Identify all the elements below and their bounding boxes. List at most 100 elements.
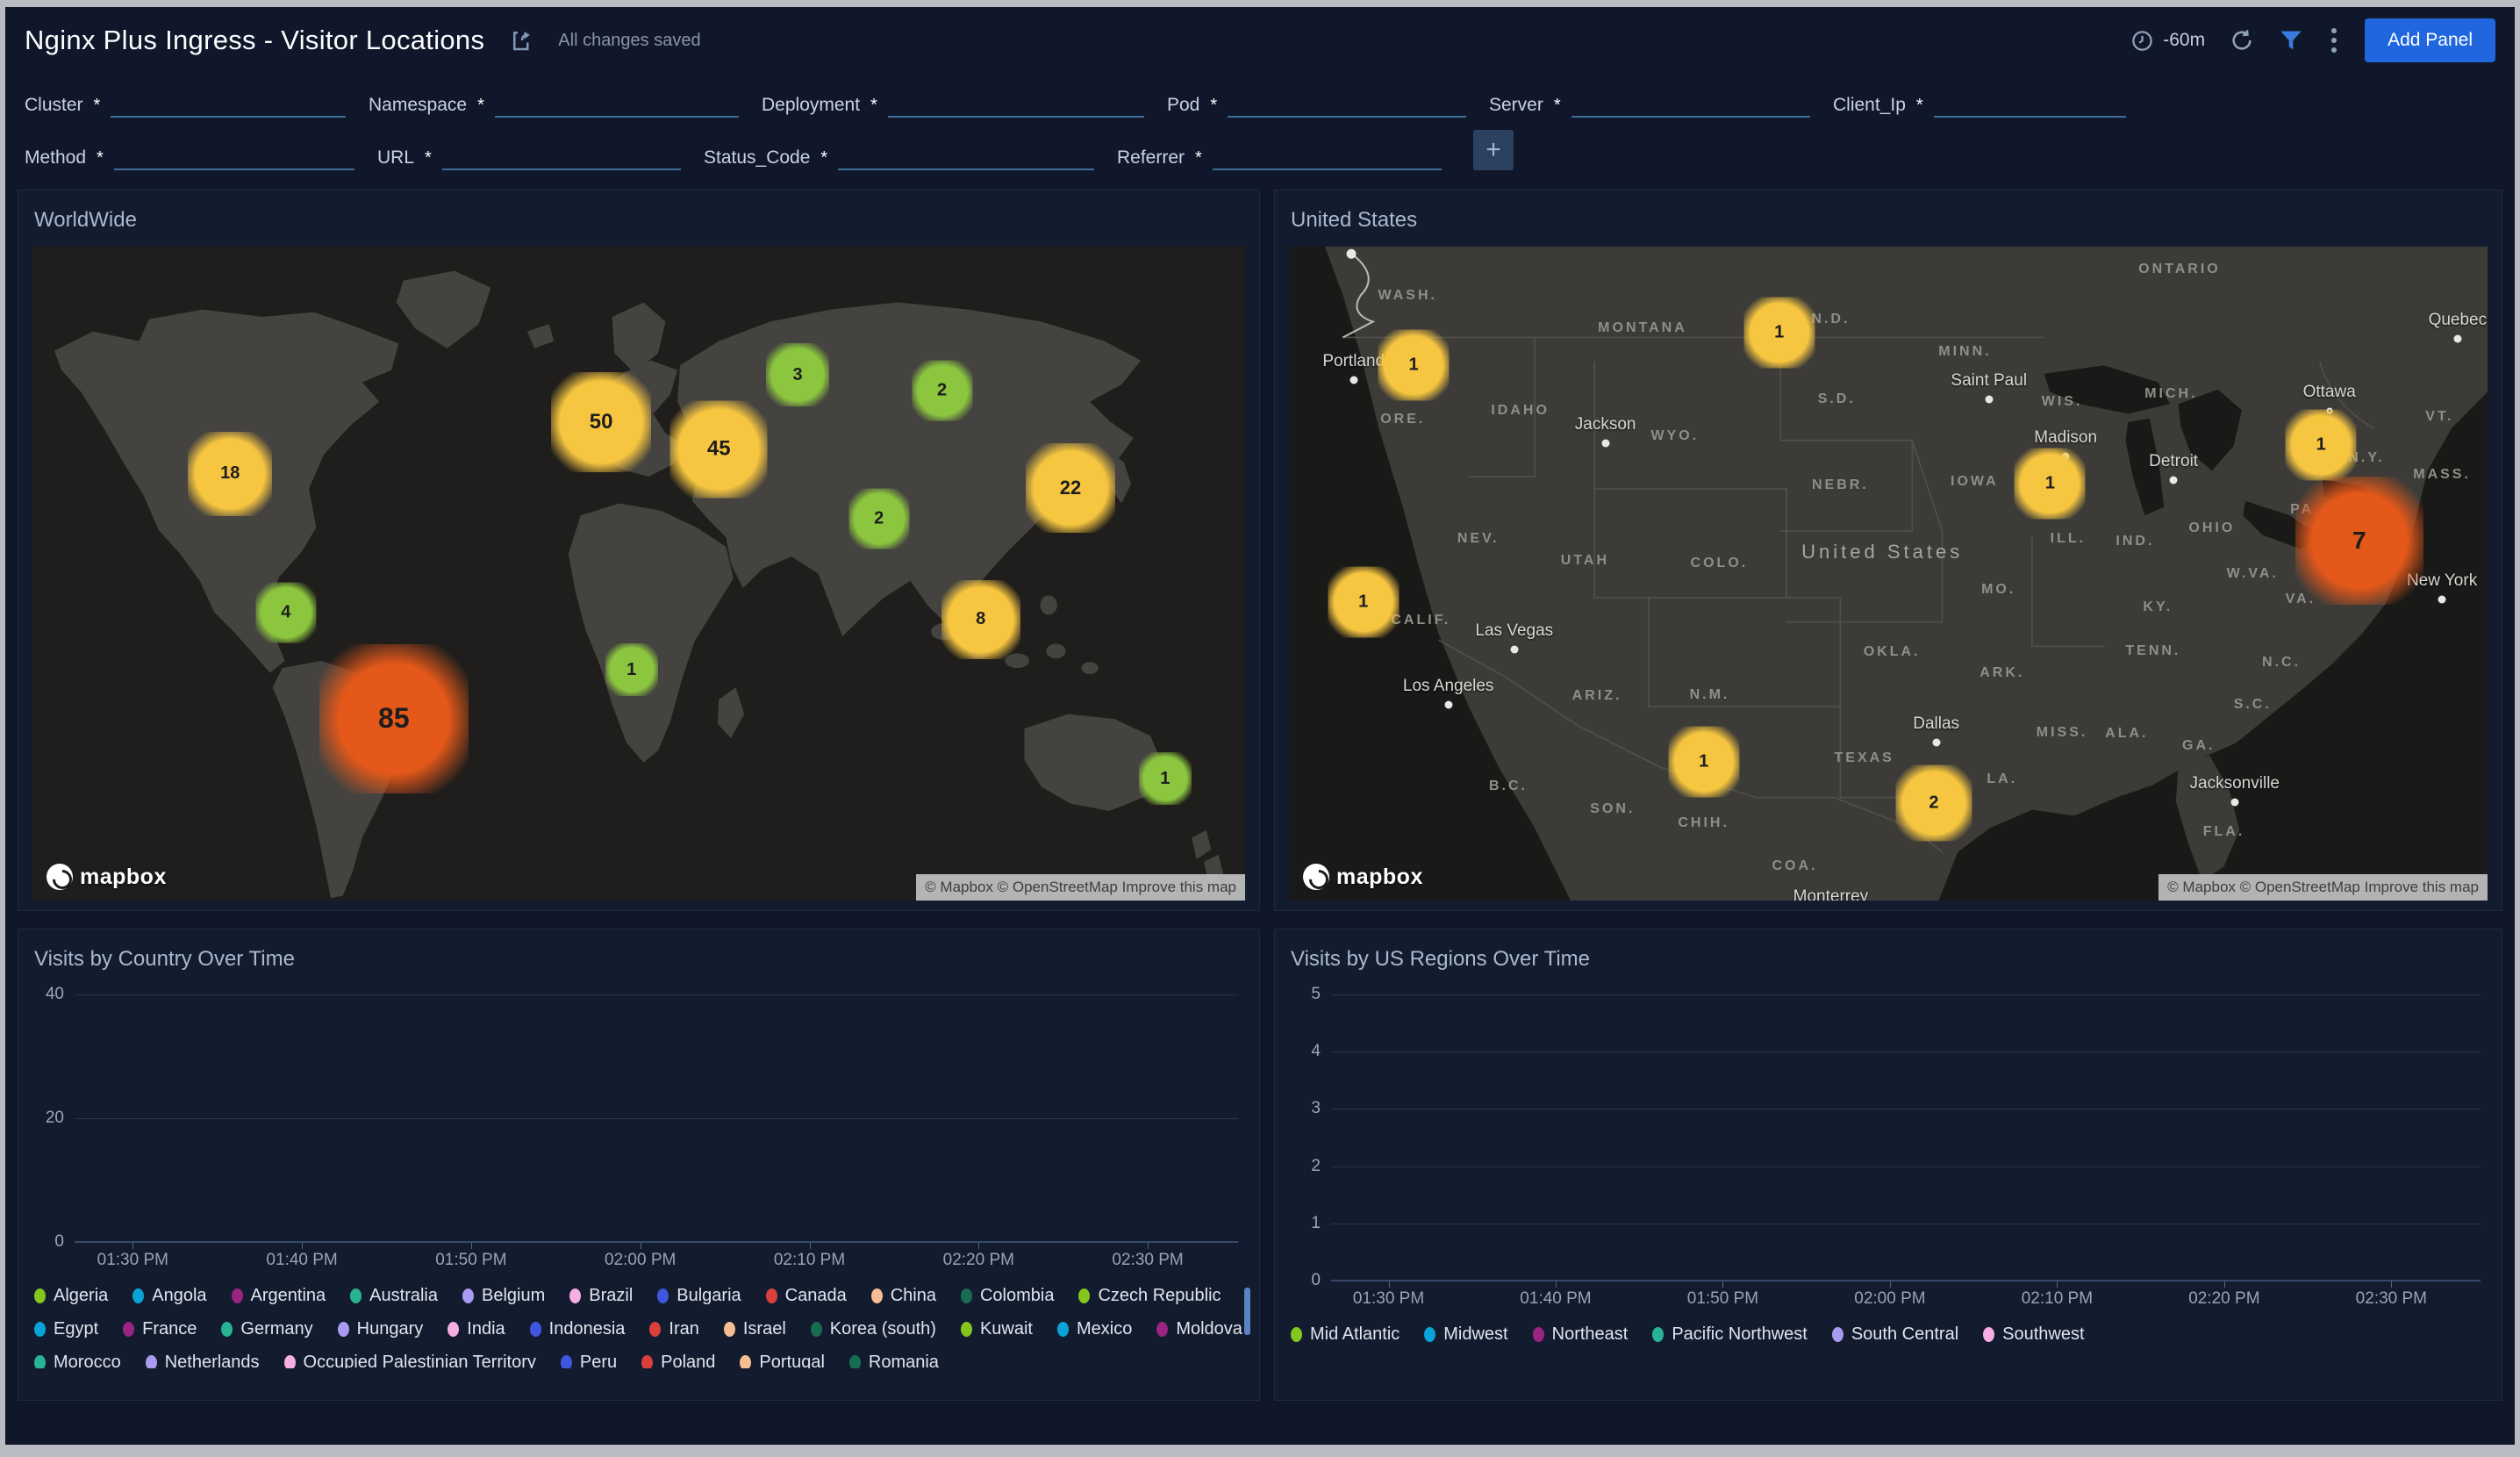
world-map-bubble[interactable]: 85 xyxy=(319,643,469,793)
required-marker: * xyxy=(425,148,432,168)
legend-item[interactable]: Mexico xyxy=(1056,1319,1132,1339)
us-state-label: WIS. xyxy=(2041,393,2083,409)
filter-input-method[interactable] xyxy=(113,142,354,170)
legend-item[interactable]: Mid Atlantic xyxy=(1291,1324,1400,1345)
legend-item[interactable]: Brazil xyxy=(569,1286,633,1306)
x-tick-label: 01:50 PM xyxy=(1686,1289,1759,1308)
world-map-bubble[interactable]: 45 xyxy=(669,400,768,499)
x-tick-label: 02:10 PM xyxy=(2021,1289,2094,1308)
mapbox-logo[interactable]: mapbox xyxy=(47,864,167,890)
legend-item[interactable]: Korea (south) xyxy=(810,1319,936,1339)
world-map-bubble[interactable]: 2 xyxy=(912,360,972,421)
world-map-bubble[interactable]: 1 xyxy=(1138,752,1192,806)
legend-dot xyxy=(649,1322,662,1337)
legend-item[interactable]: Iran xyxy=(649,1319,699,1339)
filter-input-url[interactable] xyxy=(441,142,681,170)
time-range-control[interactable]: -60m xyxy=(2130,29,2205,53)
us-state-label: B.C. xyxy=(1488,779,1528,794)
world-map-bubble[interactable]: 1 xyxy=(605,643,658,696)
legend-item[interactable]: Czech Republic xyxy=(1078,1286,1221,1306)
filter-row-2: Method * URL * Status_Code * Referrer * + xyxy=(25,128,2495,170)
legend-item[interactable]: Morocco xyxy=(34,1353,121,1368)
legend-scrollbar[interactable] xyxy=(1244,1288,1250,1335)
add-filter-button[interactable]: + xyxy=(1473,130,1514,170)
filter-input-deployment[interactable] xyxy=(887,90,1144,118)
mapbox-logo[interactable]: mapbox xyxy=(1303,864,1423,890)
legend-item[interactable]: Occupied Palestinian Territory xyxy=(283,1353,536,1368)
legend-item[interactable]: Canada xyxy=(765,1286,847,1306)
us-map-bubble[interactable]: 7 xyxy=(2294,476,2423,605)
legend-item[interactable]: South Central xyxy=(1831,1324,1958,1345)
filter-input-namespace[interactable] xyxy=(494,90,739,118)
legend-item[interactable]: Belgium xyxy=(462,1286,545,1306)
filter-input-pod[interactable] xyxy=(1228,90,1466,118)
legend-item[interactable]: Hungary xyxy=(337,1319,423,1339)
filter-input-server[interactable] xyxy=(1571,90,1810,118)
world-map-bubble[interactable]: 50 xyxy=(551,371,652,472)
us-map-bubble[interactable]: 1 xyxy=(1328,566,1400,638)
world-map-bubble[interactable]: 4 xyxy=(255,582,317,643)
legend-dot xyxy=(1831,1327,1843,1342)
us-map-bubble[interactable]: 1 xyxy=(2285,409,2357,481)
us-city-dot xyxy=(2438,595,2446,604)
legend-item[interactable]: Midwest xyxy=(1424,1324,1508,1345)
legend-label: Occupied Palestinian Territory xyxy=(303,1353,536,1368)
legend-item[interactable]: Portugal xyxy=(740,1353,825,1368)
world-map-bubble[interactable]: 2 xyxy=(848,488,910,549)
world-map-bubble[interactable]: 8 xyxy=(941,579,1020,659)
legend-item[interactable]: Bulgaria xyxy=(657,1286,741,1306)
legend-item[interactable]: Germany xyxy=(221,1319,313,1339)
us-map-bubble[interactable]: 1 xyxy=(2014,448,2086,520)
legend-item[interactable]: France xyxy=(123,1319,197,1339)
us-map[interactable]: mapbox © Mapbox © OpenStreetMap Improve … xyxy=(1289,247,2488,901)
us-city-label: Ottawa xyxy=(2302,383,2356,402)
legend-dot xyxy=(283,1355,296,1368)
legend-item[interactable]: Colombia xyxy=(960,1286,1054,1306)
us-map-bubble[interactable]: 1 xyxy=(1743,297,1815,369)
us-map-bubble[interactable]: 1 xyxy=(1378,329,1450,401)
map-attribution[interactable]: © Mapbox © OpenStreetMap Improve this ma… xyxy=(916,874,1245,901)
legend-item[interactable]: Egypt xyxy=(34,1319,98,1339)
legend-item[interactable]: Pacific Northwest xyxy=(1652,1324,1808,1345)
legend-item[interactable]: Algeria xyxy=(34,1286,108,1306)
legend-item[interactable]: Kuwait xyxy=(960,1319,1033,1339)
legend-item[interactable]: Southwest xyxy=(1983,1324,2085,1345)
legend-item[interactable]: India xyxy=(447,1319,505,1339)
filter-icon[interactable] xyxy=(2279,29,2303,52)
world-map-bubble[interactable]: 3 xyxy=(766,343,830,407)
panel-worldwide: WorldWide xyxy=(18,190,1260,911)
world-map-bubble[interactable]: 22 xyxy=(1025,442,1115,533)
legend-item[interactable]: Australia xyxy=(350,1286,438,1306)
more-options-icon[interactable] xyxy=(2328,25,2340,56)
filter-bar: Cluster * Namespace * Deployment * Pod * Server *… xyxy=(5,74,2515,186)
filter-input-cluster[interactable] xyxy=(111,90,346,118)
legend-item[interactable]: Peru xyxy=(560,1353,617,1368)
legend-item[interactable]: China xyxy=(870,1286,936,1306)
world-map[interactable]: mapbox © Mapbox © OpenStreetMap Improve … xyxy=(32,247,1245,901)
refresh-icon[interactable] xyxy=(2230,28,2254,53)
legend-item[interactable]: Argentina xyxy=(231,1286,326,1306)
legend-item[interactable]: Angola xyxy=(132,1286,207,1306)
share-icon[interactable] xyxy=(509,27,535,54)
regions-legend-wrap: Mid Atlantic Midwest Northeast Pacific Nort… xyxy=(1291,1324,2486,1345)
y-tick-label: 1 xyxy=(1311,1213,1321,1232)
map-attribution[interactable]: © Mapbox © OpenStreetMap Improve this ma… xyxy=(2158,874,2488,901)
add-panel-button[interactable]: Add Panel xyxy=(2365,18,2495,62)
world-map-bubble[interactable]: 18 xyxy=(188,431,273,516)
legend-item[interactable]: Romania xyxy=(848,1353,939,1368)
filter-input-status_code[interactable] xyxy=(838,142,1094,170)
legend-item[interactable]: Indonesia xyxy=(529,1319,625,1339)
us-map-bubble[interactable]: 2 xyxy=(1895,764,1972,842)
legend-item[interactable]: Poland xyxy=(641,1353,715,1368)
legend-item[interactable]: Israel xyxy=(723,1319,786,1339)
legend-item[interactable]: Netherlands xyxy=(145,1353,260,1368)
legend-dot xyxy=(34,1322,46,1337)
filter-input-referrer[interactable] xyxy=(1212,142,1442,170)
legend-item[interactable]: Northeast xyxy=(1532,1324,1628,1345)
us-city-dot xyxy=(1601,439,1610,448)
us-city-dot xyxy=(1444,700,1453,708)
filter-input-client_ip[interactable] xyxy=(1933,90,2126,118)
legend-item[interactable]: Moldova xyxy=(1156,1319,1242,1339)
x-tick-label: 02:10 PM xyxy=(773,1251,846,1269)
us-map-bubble[interactable]: 1 xyxy=(1668,726,1740,798)
